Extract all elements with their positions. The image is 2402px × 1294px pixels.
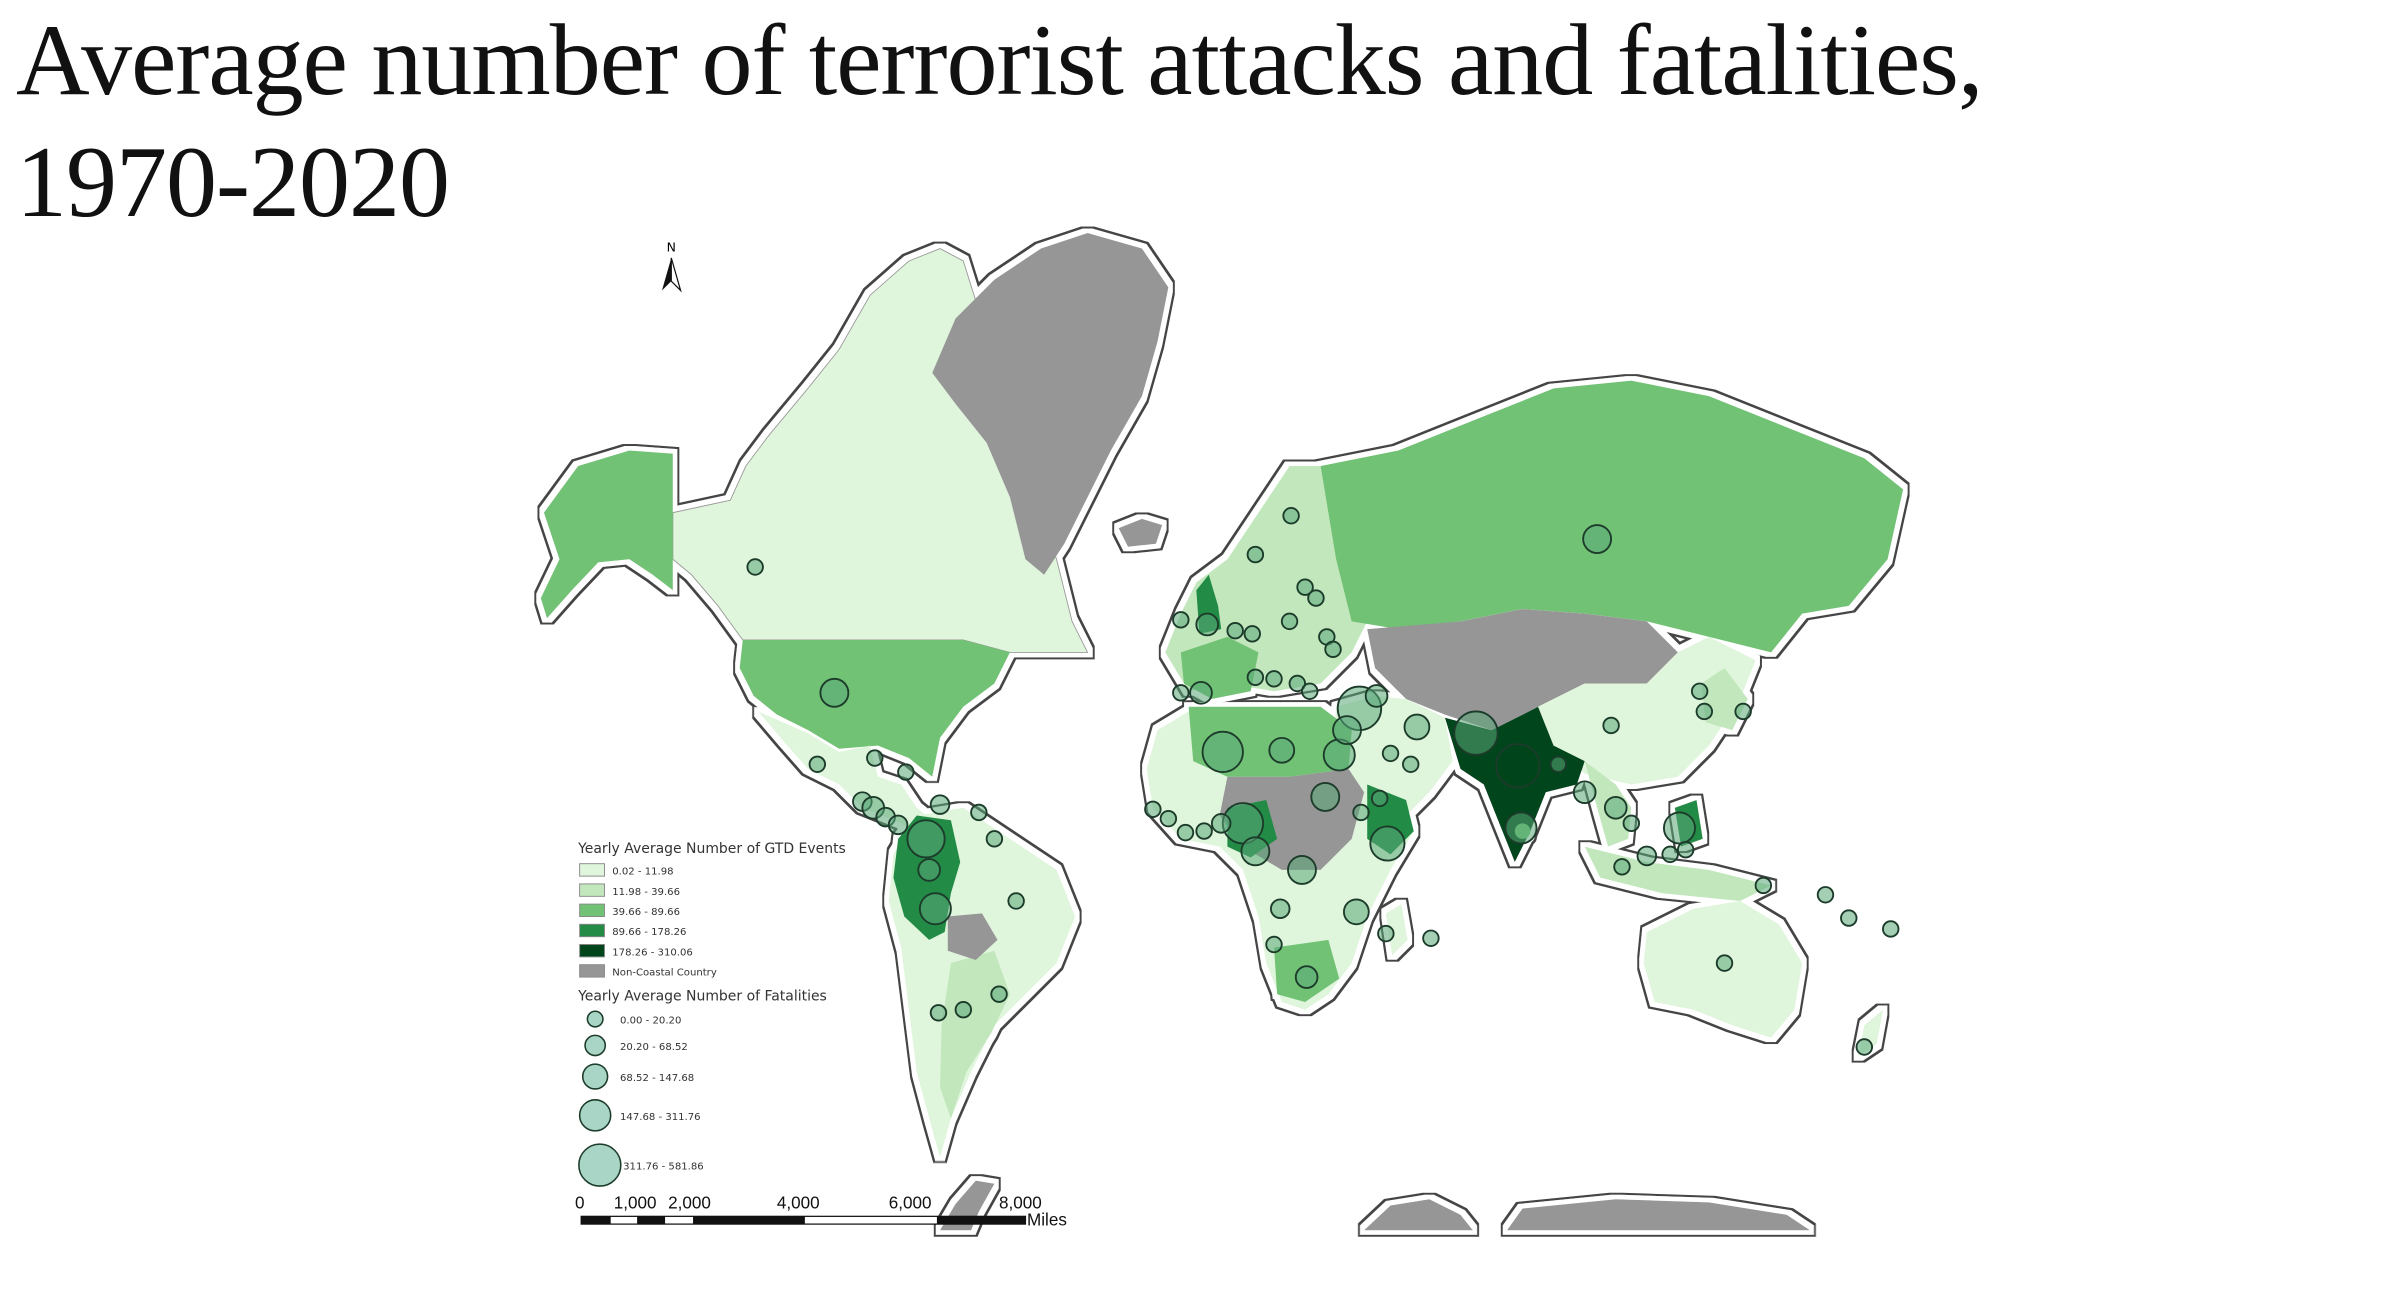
svg-text:4,000: 4,000 — [777, 1194, 820, 1213]
svg-text:311.76 - 581.86: 311.76 - 581.86 — [623, 1162, 704, 1173]
region-mexico — [758, 711, 948, 847]
svg-text:0.00 - 20.20: 0.00 - 20.20 — [620, 1016, 681, 1027]
region-bolivia-paraguay — [947, 913, 998, 961]
title-line-2: 1970-2020 — [16, 126, 450, 239]
svg-text:178.26 - 310.06: 178.26 - 310.06 — [612, 947, 693, 958]
svg-text:Non-Coastal Country: Non-Coastal Country — [612, 968, 717, 979]
legend-fatalities-items — [578, 1010, 622, 1187]
title-line-1: Average number of terrorist attacks and … — [16, 4, 1983, 117]
svg-text:N: N — [667, 240, 676, 255]
svg-text:89.66 - 178.26: 89.66 - 178.26 — [612, 927, 686, 938]
scale-unit: Miles — [1027, 1211, 1067, 1230]
svg-text:68.52 - 147.68: 68.52 - 147.68 — [620, 1073, 694, 1084]
legend-events-title: Yearly Average Number of GTD Events — [577, 841, 846, 857]
region-madagascar — [1385, 904, 1408, 956]
svg-text:8,000: 8,000 — [999, 1194, 1042, 1213]
region-russia — [1320, 380, 1904, 653]
region-iceland — [1118, 518, 1163, 547]
scale-bar: 0 1,000 2,000 4,000 6,000 8,000 Miles — [575, 1194, 1067, 1230]
region-usa — [739, 640, 1010, 777]
region-greenland — [932, 233, 1169, 575]
region-antarctica — [1364, 1199, 1473, 1231]
svg-text:1,000: 1,000 — [614, 1194, 657, 1213]
region-europe — [1165, 466, 1368, 692]
svg-text:2,000: 2,000 — [668, 1194, 711, 1213]
svg-text:147.68 - 311.76: 147.68 - 311.76 — [620, 1112, 701, 1123]
region-alaska — [540, 450, 673, 619]
svg-text:39.66 - 89.66: 39.66 - 89.66 — [612, 907, 680, 918]
svg-text:6,000: 6,000 — [889, 1194, 932, 1213]
svg-text:20.20 - 68.52: 20.20 - 68.52 — [620, 1042, 688, 1053]
legend-fatalities-title: Yearly Average Number of Fatalities — [577, 988, 827, 1004]
legend-events-items: 0.02 - 11.98 11.98 - 39.66 39.66 - 89.66… — [579, 863, 717, 979]
region-indonesia — [1584, 846, 1772, 901]
svg-text:11.98 - 39.66: 11.98 - 39.66 — [612, 887, 680, 898]
region-antarctica-2 — [1507, 1199, 1810, 1231]
fatality-symbols — [746, 507, 1900, 1056]
legend: Yearly Average Number of GTD Events 0.02… — [577, 841, 846, 1187]
svg-text:0: 0 — [575, 1194, 585, 1213]
region-china — [1538, 636, 1756, 785]
region-central-asia — [1367, 608, 1678, 731]
region-argentina — [940, 950, 1010, 1119]
north-arrow-icon: N — [661, 240, 682, 293]
page-title: Average number of terrorist attacks and … — [16, 0, 1983, 244]
svg-text:0.02 - 11.98: 0.02 - 11.98 — [612, 867, 673, 878]
